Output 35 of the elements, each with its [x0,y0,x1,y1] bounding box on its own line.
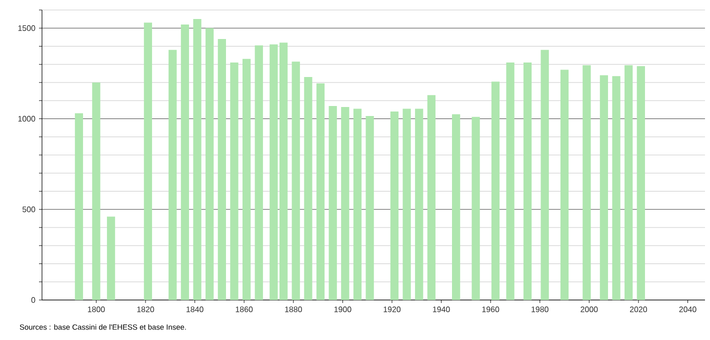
bar [74,113,84,300]
bar [472,116,480,300]
bar [316,83,325,300]
bar [540,50,549,300]
bar [193,19,202,300]
bar [92,82,100,300]
bar [304,77,312,300]
bar [523,62,532,300]
bar [242,58,251,300]
bar [582,65,591,300]
bar [402,108,411,300]
bar [180,24,190,300]
bar [254,45,263,300]
bar [415,108,424,300]
bar [292,62,300,300]
bar [353,108,362,300]
bar [452,114,460,300]
bar [624,65,633,300]
bar [390,111,399,300]
bar [600,75,608,300]
bar [560,70,569,300]
bar [491,82,500,300]
bar [106,216,116,300]
bar [366,116,374,300]
bar [341,106,350,300]
bar [328,106,337,300]
bar [230,62,238,300]
bar [506,62,514,300]
bar [427,95,436,300]
bar [168,50,177,300]
bar [218,38,226,300]
bar [612,76,620,300]
bar [206,28,214,300]
bar [636,66,645,300]
bar [144,22,152,300]
